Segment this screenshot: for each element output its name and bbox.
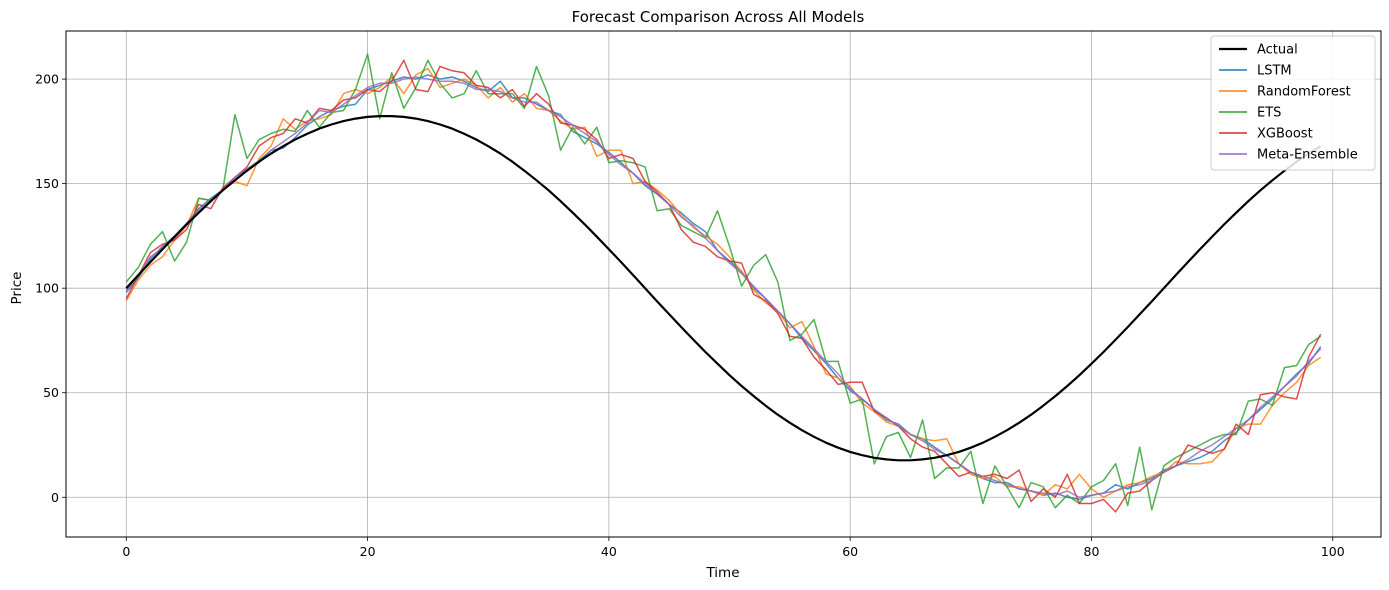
legend-label-randomforest: RandomForest (1257, 85, 1351, 100)
y-tick-label: 100 (35, 281, 59, 296)
legend-label-meta-ensemble: Meta-Ensemble (1257, 148, 1358, 163)
series-lines (125, 53, 1322, 513)
y-axis-label: Price (9, 272, 25, 305)
y-tick-label: 0 (51, 490, 59, 505)
x-tick-label: 40 (601, 544, 617, 559)
x-tick-label: 80 (1084, 544, 1100, 559)
y-tick-label: 200 (35, 72, 59, 87)
x-tick-label: 20 (360, 544, 376, 559)
legend: Actual LSTM RandomForest ETS XGBoost Meta-Ens… (1210, 35, 1376, 171)
series-line-meta-ensemble (125, 76, 1322, 499)
series-line-actual (125, 114, 1322, 462)
series-line-xgboost (125, 59, 1322, 513)
chart-title: Forecast Comparison Across All Models (572, 8, 865, 26)
x-tick-label: 0 (122, 544, 130, 559)
axis-ticks: 0 20 40 60 80 100 0 50 100 150 200 (35, 72, 1345, 559)
series-line-randomforest (125, 67, 1322, 499)
series-line-ets (125, 53, 1322, 511)
legend-box (1210, 35, 1376, 171)
legend-label-lstm: LSTM (1257, 64, 1292, 79)
plot-frame (65, 30, 1382, 538)
y-tick-label: 150 (35, 176, 59, 191)
x-tick-label: 60 (842, 544, 858, 559)
x-axis-label: Time (705, 565, 739, 581)
legend-label-actual: Actual (1257, 43, 1298, 58)
legend-label-xgboost: XGBoost (1257, 127, 1313, 142)
y-tick-label: 50 (43, 385, 59, 400)
x-tick-label: 100 (1321, 544, 1345, 559)
legend-label-ets: ETS (1257, 106, 1281, 121)
